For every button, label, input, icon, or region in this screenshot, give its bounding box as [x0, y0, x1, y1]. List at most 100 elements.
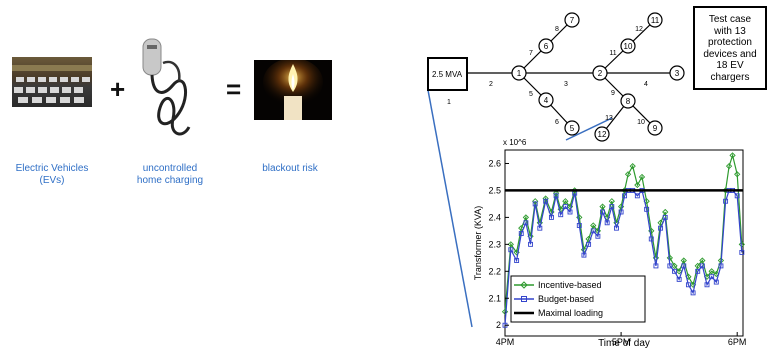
- incentive-point-44: [708, 268, 715, 275]
- budget-point-30: [644, 206, 650, 212]
- y-tick-label-3: 2.3: [488, 239, 501, 249]
- svg-text:9: 9: [653, 124, 658, 133]
- incentive-point-12: [562, 198, 569, 205]
- node-3: 3: [669, 65, 685, 81]
- incentive-point-29: [638, 173, 646, 181]
- y-tick-label-2: 2.2: [488, 266, 501, 276]
- budget-point-25: [622, 193, 628, 199]
- legend: Incentive-based Budget-based Maximal loa…: [510, 275, 646, 323]
- legend-marker-incentive: [520, 281, 528, 289]
- line-label-1: 1: [447, 99, 451, 106]
- budget-point-1: [508, 247, 514, 253]
- line-label-8: 8: [555, 26, 559, 33]
- network-nodes: 1 2 3 4 5 6 7 8 9 10 11 12: [511, 12, 685, 142]
- node-7: 7: [564, 12, 580, 28]
- line-label-13: 13: [605, 115, 613, 122]
- node-5: 5: [564, 120, 580, 136]
- source-transformer-box: [427, 57, 468, 91]
- source-label: 2.5 MVA: [432, 70, 463, 79]
- budget-point-16: [581, 252, 587, 258]
- zoom-line-left: [427, 89, 473, 328]
- line-labels: 1 2 3 4 5 6 7 8 9 10 11 12 13: [447, 26, 648, 126]
- legend-marker-budget: [521, 296, 527, 302]
- line-label-5: 5: [529, 91, 533, 98]
- plus-operator: +: [110, 74, 126, 104]
- line-label-12: 12: [635, 26, 643, 33]
- incentive-point-41: [694, 262, 701, 270]
- charger-icon: [142, 38, 191, 136]
- incentive-point-22: [608, 198, 615, 205]
- incentive-point-49: [729, 152, 736, 159]
- node-6: 6: [538, 38, 554, 54]
- svg-text:10: 10: [624, 42, 633, 51]
- node-2: 2: [592, 65, 608, 81]
- budget-point-34: [662, 214, 668, 220]
- line-label-9: 9: [611, 90, 615, 97]
- x-axis-label: Time of day: [598, 338, 650, 349]
- node-10: 10: [620, 38, 636, 54]
- y-axis-label: Transformer (KVA): [473, 206, 483, 281]
- line-label-11: 11: [609, 50, 616, 57]
- candle-flame-icon: [263, 60, 323, 120]
- blackout-risk-caption: blackout risk: [262, 163, 318, 174]
- node-8: 8: [620, 93, 636, 109]
- x-tick-label-0: 4PM: [496, 337, 515, 347]
- budget-point-46: [718, 263, 724, 269]
- svg-text:1: 1: [517, 69, 522, 78]
- budget-point-8: [543, 198, 549, 204]
- series-line-1: [504, 189, 743, 326]
- budget-point-31: [648, 236, 654, 242]
- zoom-line-right: [565, 117, 613, 141]
- incentive-point-10: [552, 189, 560, 197]
- incentive-point-36: [671, 262, 678, 270]
- budget-point-37: [676, 276, 682, 282]
- y-tick-label-6: 2.6: [488, 158, 501, 168]
- incentive-point-37: [676, 268, 683, 275]
- budget-point-12: [562, 204, 568, 210]
- budget-point-35: [667, 263, 673, 269]
- legend-label-incentive: Incentive-based: [538, 280, 602, 290]
- svg-text:6: 6: [544, 42, 549, 51]
- legend-label-maximal: Maximal loading: [538, 308, 603, 318]
- line-label-2: 2: [489, 81, 493, 88]
- budget-point-20: [600, 209, 605, 215]
- incentive-point-6: [532, 198, 539, 205]
- ev-charger-cable-photo: [133, 35, 203, 145]
- budget-point-33: [658, 225, 664, 231]
- svg-text:4: 4: [544, 96, 549, 105]
- budget-point-2: [514, 258, 520, 263]
- budget-point-51: [739, 249, 745, 255]
- budget-point-19: [595, 233, 601, 239]
- parked-cars-icon: [12, 65, 92, 103]
- svg-text:11: 11: [651, 16, 660, 25]
- budget-point-7: [537, 225, 543, 231]
- candle-flame-photo: [254, 60, 332, 120]
- series-line-0: [504, 153, 743, 312]
- legend-label-budget: Budget-based: [538, 294, 594, 304]
- test-case-box: Test case with 13 protection devices and…: [693, 6, 767, 90]
- node-11: 11: [647, 12, 663, 28]
- incentive-point-18: [590, 222, 597, 229]
- home-charging-caption: uncontrolled home charging: [136, 163, 204, 186]
- incentive-point-1: [507, 241, 514, 248]
- line-label-3: 3: [564, 81, 568, 88]
- budget-point-15: [576, 223, 582, 228]
- budget-point-11: [558, 212, 564, 218]
- incentive-point-3: [518, 225, 525, 232]
- budget-point-18: [590, 228, 596, 234]
- budget-point-23: [614, 225, 619, 231]
- line-label-4: 4: [644, 81, 648, 88]
- budget-point-47: [723, 198, 729, 204]
- incentive-point-28: [634, 181, 641, 189]
- y-tick-label-1: 2.1: [488, 293, 501, 303]
- budget-point-50: [734, 193, 740, 199]
- budget-point-44: [709, 274, 715, 280]
- budget-point-9: [548, 214, 554, 220]
- node-9: 9: [647, 120, 663, 136]
- incentive-point-33: [657, 219, 664, 226]
- budget-point-41: [695, 268, 701, 274]
- x-tick-label-1: 5PM: [612, 337, 631, 347]
- budget-point-32: [653, 263, 659, 269]
- line-label-6: 6: [555, 119, 559, 126]
